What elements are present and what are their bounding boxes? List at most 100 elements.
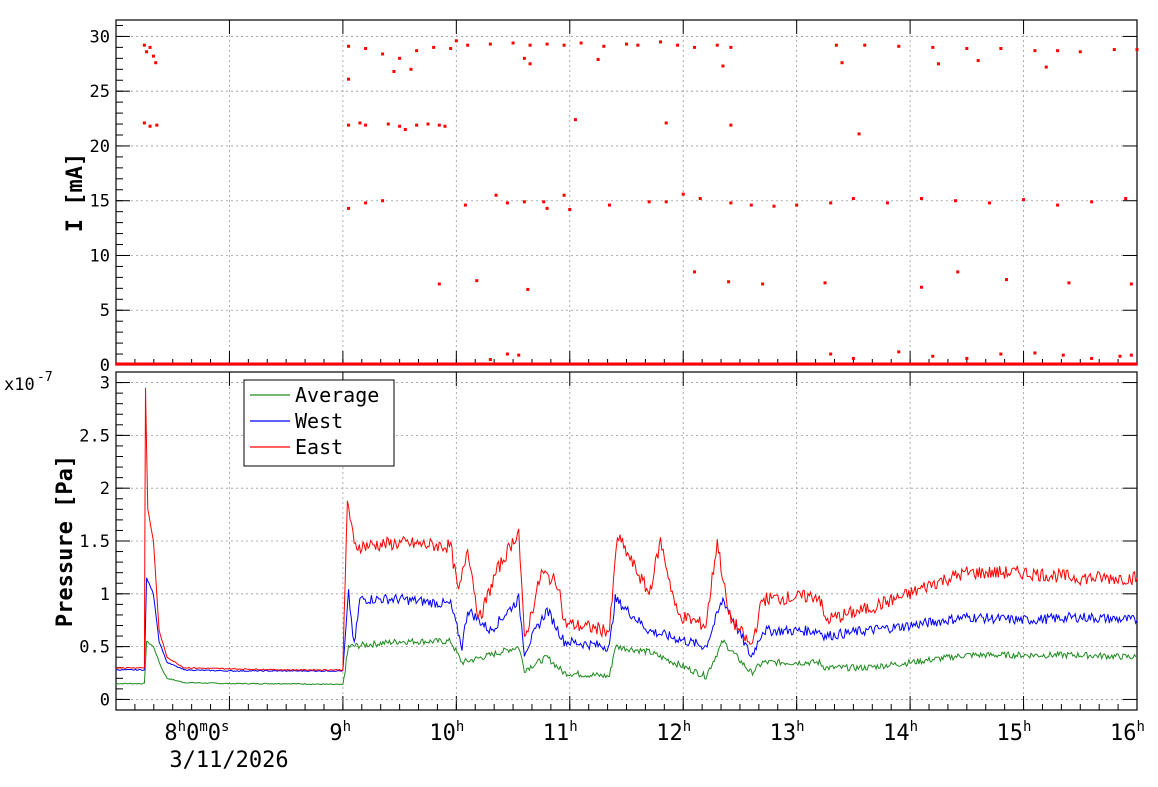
series-line-east xyxy=(115,387,1138,671)
current-point xyxy=(154,61,158,65)
current-point xyxy=(526,287,530,291)
current-point xyxy=(148,124,152,128)
x-tick-label: 8h0m0s xyxy=(164,719,229,746)
current-panel: 0 5 10 15 20 25 30 I [mA] xyxy=(63,19,1139,376)
current-point xyxy=(151,54,155,58)
current-point xyxy=(142,121,146,125)
current-point xyxy=(596,57,600,61)
legend-label-west: West xyxy=(295,409,343,433)
current-point xyxy=(542,200,546,204)
current-point xyxy=(1067,281,1071,285)
current-y-axis-title: I [mA] xyxy=(63,153,88,232)
x-tick-label: 13h xyxy=(770,719,805,746)
current-point xyxy=(919,285,923,289)
legend-box xyxy=(243,379,395,467)
current-point xyxy=(364,46,368,50)
current-point xyxy=(897,350,901,354)
current-point xyxy=(437,123,441,127)
current-point xyxy=(1124,197,1128,201)
current-point xyxy=(681,192,685,196)
current-point xyxy=(1056,203,1060,207)
current-point xyxy=(426,122,430,126)
current-point xyxy=(494,193,498,197)
current-point xyxy=(625,42,628,46)
current-point xyxy=(381,199,385,203)
current-point xyxy=(437,282,441,286)
current-point xyxy=(897,44,901,48)
series-line-west xyxy=(115,577,1138,672)
current-ytick-label: 25 xyxy=(90,82,110,102)
current-point xyxy=(364,201,368,205)
current-point xyxy=(772,204,776,208)
current-point xyxy=(1056,49,1060,53)
current-point xyxy=(715,43,719,47)
current-point xyxy=(823,281,827,285)
current-point xyxy=(358,121,362,125)
pressure-ytick-label: 1 xyxy=(100,585,110,605)
current-point xyxy=(857,132,861,136)
current-ytick-label: 10 xyxy=(90,246,110,266)
current-point xyxy=(956,270,960,274)
current-point xyxy=(953,199,957,203)
current-point xyxy=(829,201,833,205)
current-point xyxy=(1118,354,1122,358)
current-point xyxy=(931,354,935,358)
current-point xyxy=(727,280,731,284)
x-tick-label: 9h xyxy=(329,719,351,746)
pressure-ytick-label: 2.5 xyxy=(79,426,110,446)
current-point xyxy=(936,62,940,66)
pressure-ytick-label: 1.5 xyxy=(79,532,110,552)
current-point xyxy=(398,124,402,128)
current-point xyxy=(1078,50,1082,54)
current-point xyxy=(829,352,833,356)
current-point xyxy=(664,121,668,125)
current-ytick-label: 5 xyxy=(100,301,110,321)
current-point xyxy=(976,59,980,63)
pressure-ytick-label: 3 xyxy=(100,374,110,394)
current-point xyxy=(463,203,467,207)
current-point xyxy=(761,282,765,286)
current-point xyxy=(988,201,992,205)
current-point xyxy=(386,122,390,126)
current-point xyxy=(1033,351,1037,355)
current-point xyxy=(579,41,583,45)
current-point xyxy=(381,52,385,56)
current-point xyxy=(142,43,146,47)
current-point xyxy=(545,206,549,210)
current-point xyxy=(795,203,799,207)
current-point xyxy=(919,197,923,201)
pressure-multiplier-label: x10 xyxy=(4,375,35,395)
current-point xyxy=(466,43,470,47)
current-point xyxy=(517,353,521,357)
current-point xyxy=(1022,198,1026,202)
x-tick-label: 14h xyxy=(883,719,918,746)
current-point xyxy=(1129,353,1133,357)
current-point xyxy=(1061,353,1065,357)
current-point xyxy=(999,352,1003,356)
current-point xyxy=(145,50,149,54)
current-point xyxy=(834,43,838,47)
current-point xyxy=(488,358,492,362)
current-point xyxy=(965,356,969,360)
pressure-ytick-label: 0.5 xyxy=(79,638,110,658)
current-point xyxy=(148,45,152,49)
current-point xyxy=(155,123,159,127)
current-point xyxy=(647,200,651,204)
current-point xyxy=(729,123,733,127)
current-point xyxy=(475,279,479,283)
current-point xyxy=(511,41,515,45)
pressure-y-axis-title: Pressure [Pa] xyxy=(53,455,78,627)
current-point xyxy=(398,56,402,60)
current-point xyxy=(851,356,855,360)
x-date-label: 3/11/2026 xyxy=(169,748,288,773)
current-point xyxy=(528,43,532,47)
current-point xyxy=(403,128,407,132)
current-point xyxy=(347,77,351,81)
current-point xyxy=(885,201,889,205)
x-tick-label: 15h xyxy=(997,719,1032,746)
current-point xyxy=(409,67,413,71)
pressure-panel: 0 0.5 1 1.5 2 2.5 3 Pressure [Pa] x10 -7 8h0m0s 9h 1… xyxy=(4,370,1145,773)
current-point xyxy=(364,123,368,127)
